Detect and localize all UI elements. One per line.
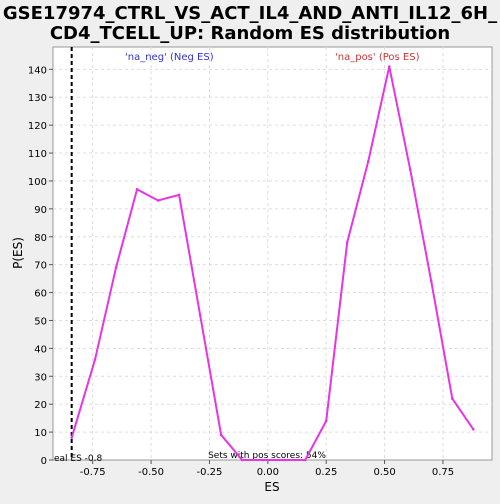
y-tick-label: 50 [34,316,47,327]
y-tick-label: 70 [34,261,47,272]
y-tick-label: 40 [34,344,47,355]
data-point [70,436,73,439]
real-es-label: eal ES -0.8 [54,454,103,464]
y-tick-label: 60 [34,289,47,300]
data-point [324,419,328,423]
data-point [156,199,160,202]
data-point [93,358,97,361]
chart-title-line-2: CD4_TCELL_UP: Random ES distribution [50,23,450,44]
plot-area [52,46,493,461]
data-point [198,313,202,317]
chart-title-line-1: GSE17974_CTRL_VS_ACT_IL4_AND_ANTI_IL12_6… [3,3,497,24]
data-point [240,458,244,462]
data-point [303,458,307,462]
x-tick-label: -0.75 [80,467,106,478]
data-point [135,188,139,191]
y-tick-label: 120 [28,121,47,132]
y-tick-label: 140 [28,65,47,76]
x-tick-label: -0.50 [138,467,164,478]
x-tick-label: 0.00 [257,467,279,478]
data-point [114,266,118,269]
y-tick-label: 0 [41,456,47,467]
grid-lines [53,47,492,460]
y-tick-label: 80 [34,233,47,244]
x-axis-label: ES [264,480,279,494]
y-tick-label: 20 [34,400,47,411]
data-point [177,193,181,197]
series-line [70,66,475,461]
pos-scores-annotation: Sets with pos scores: 54% [208,451,326,461]
data-point [387,65,391,68]
data-point [282,458,286,462]
data-point [219,433,223,437]
y-axis-ticks: 0 10 20 30 40 50 60 70 80 90 100 110 120 130 140 [28,65,53,467]
x-tick-label: 0.50 [373,467,395,478]
x-tick-label: 0.75 [432,467,454,478]
data-point [408,168,412,172]
x-tick-label: 0.25 [315,467,337,478]
y-tick-label: 100 [28,177,47,188]
y-tick-label: 90 [34,205,47,216]
data-point [451,397,454,400]
data-point [366,160,370,163]
x-axis-ticks: -0.75 -0.50 -0.25 0.00 0.25 0.50 0.75 [80,460,454,478]
y-tick-label: 130 [28,93,47,104]
data-point [261,458,265,462]
legend-pos-es: 'na_pos' (Pos ES) [335,52,420,63]
data-point [345,241,349,244]
data-point [472,428,475,431]
x-tick-label: -0.25 [197,467,223,478]
y-tick-label: 110 [28,149,47,160]
y-tick-label: 30 [34,372,47,383]
data-point [429,280,433,283]
y-axis-label: P(ES) [11,237,25,269]
legend-neg-es: 'na_neg' (Neg ES) [125,52,214,63]
y-tick-label: 10 [34,428,47,439]
series-group [70,65,475,462]
